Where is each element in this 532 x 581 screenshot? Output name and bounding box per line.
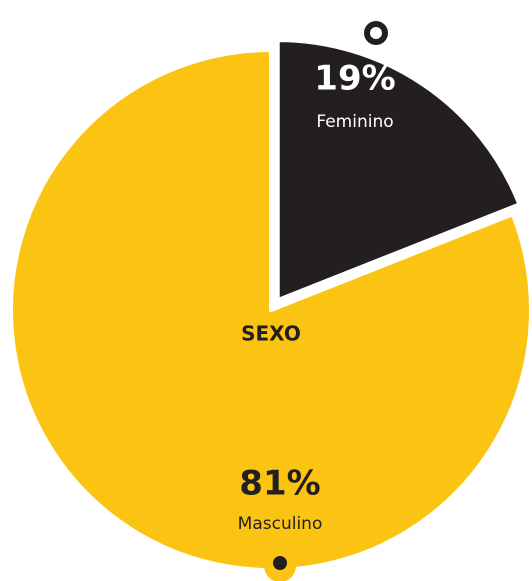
- slices: [9, 21, 532, 581]
- category-label: Masculino: [238, 514, 323, 534]
- pie-slice: [275, 38, 522, 303]
- chart-title: SEXO: [241, 322, 301, 346]
- value-label: 81%: [239, 464, 320, 504]
- labels: 19% Feminino 81% Masculino: [238, 59, 396, 535]
- value-label: 19%: [314, 59, 395, 99]
- knob-dot: [273, 556, 287, 570]
- knob-hole: [370, 27, 382, 39]
- pie-slice: [9, 48, 532, 572]
- category-label: Feminino: [316, 112, 393, 132]
